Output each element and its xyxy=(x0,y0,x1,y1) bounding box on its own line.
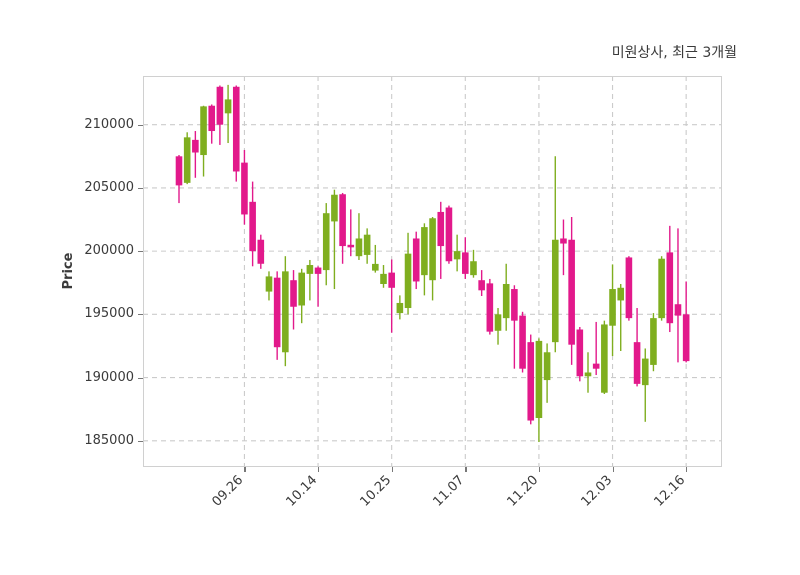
candle-body xyxy=(609,289,616,326)
candle-body xyxy=(535,340,543,419)
candle-body xyxy=(273,277,281,348)
x-tick-label: 10.14 xyxy=(283,472,321,510)
x-tick-label: 10.25 xyxy=(357,472,395,510)
candle-body xyxy=(470,261,477,276)
candle-body xyxy=(421,227,428,276)
candle-body xyxy=(462,252,469,274)
x-tick-mark xyxy=(465,467,467,472)
x-tick-mark xyxy=(612,467,614,472)
candle-body xyxy=(543,352,551,381)
candle-body xyxy=(666,252,674,324)
candle-body xyxy=(355,238,363,257)
x-tick-label: 11.07 xyxy=(430,472,468,510)
candle-body xyxy=(314,267,322,274)
candle-body xyxy=(380,273,387,284)
y-tick-mark xyxy=(138,314,143,316)
plot-border xyxy=(143,76,722,467)
y-tick-label: 210000 xyxy=(84,117,134,132)
candle-body xyxy=(331,194,338,222)
candle-body xyxy=(249,201,256,252)
candle-body xyxy=(224,99,232,114)
candle-body xyxy=(175,156,183,186)
candle-body xyxy=(682,314,690,362)
candle-body xyxy=(568,239,575,345)
candlestick-chart xyxy=(143,76,722,467)
x-tick-label: 12.16 xyxy=(651,472,689,510)
candle-body xyxy=(282,271,289,353)
candle-body xyxy=(339,194,346,247)
chart-title: 미원상사, 최근 3개월 xyxy=(611,45,737,61)
candle-body xyxy=(232,86,240,172)
candle-body xyxy=(601,324,608,393)
x-tick-label: 11.20 xyxy=(504,472,542,510)
candle-body xyxy=(486,283,494,332)
candle-body xyxy=(617,287,625,301)
candle-body xyxy=(183,137,191,183)
candle-body xyxy=(404,253,412,309)
y-tick-label: 205000 xyxy=(84,180,134,195)
x-tick-mark xyxy=(686,467,688,472)
y-tick-mark xyxy=(138,251,143,253)
candle-body xyxy=(241,162,248,215)
x-tick-label: 12.03 xyxy=(578,472,616,510)
y-tick-label: 190000 xyxy=(84,370,134,385)
y-tick-mark xyxy=(138,187,143,190)
candle-body xyxy=(372,263,379,271)
candle-body xyxy=(519,315,526,369)
x-tick-label: 09.26 xyxy=(209,472,247,510)
candle-body xyxy=(429,218,436,281)
candle-body xyxy=(453,251,461,260)
candle-body xyxy=(208,105,216,132)
x-tick-mark xyxy=(244,467,246,472)
candle-body xyxy=(674,304,682,316)
candle-body xyxy=(347,244,355,248)
candle-body xyxy=(298,272,305,306)
candle-body xyxy=(322,213,330,271)
candle-body xyxy=(445,207,453,262)
candle-body xyxy=(437,211,445,247)
candle-body xyxy=(633,342,641,384)
candle-body xyxy=(560,238,567,244)
candlestick-svg xyxy=(143,76,722,467)
candle-body xyxy=(576,329,584,377)
candle-body xyxy=(290,280,297,307)
y-tick-label: 185000 xyxy=(84,433,134,448)
candle-body xyxy=(396,302,404,314)
candle-body xyxy=(511,289,518,321)
candle-body xyxy=(494,314,502,331)
candle-body xyxy=(412,238,420,282)
x-tick-mark xyxy=(318,467,320,472)
candle-body xyxy=(257,239,265,264)
candle-body xyxy=(216,86,224,125)
y-tick-mark xyxy=(138,440,143,442)
y-tick-label: 200000 xyxy=(84,243,134,258)
y-tick-label: 195000 xyxy=(84,306,134,321)
candle-body xyxy=(527,342,535,421)
candle-body xyxy=(502,283,510,319)
y-tick-mark xyxy=(138,124,143,126)
candle-body xyxy=(584,372,592,377)
x-tick-mark xyxy=(539,467,541,472)
x-tick-mark xyxy=(391,467,393,472)
candle-body xyxy=(641,358,649,386)
candle-body xyxy=(650,318,657,365)
candle-body xyxy=(306,265,314,274)
candle-body xyxy=(200,106,207,156)
candle-body xyxy=(478,280,485,291)
candle-body xyxy=(265,276,273,292)
y-tick-mark xyxy=(138,377,143,379)
candle-body xyxy=(388,272,395,288)
candle-body xyxy=(551,239,559,343)
candle-body xyxy=(363,234,371,255)
candle-body xyxy=(625,257,633,319)
candle-body xyxy=(192,139,199,153)
candle-body xyxy=(592,363,600,369)
candle-body xyxy=(658,258,665,319)
